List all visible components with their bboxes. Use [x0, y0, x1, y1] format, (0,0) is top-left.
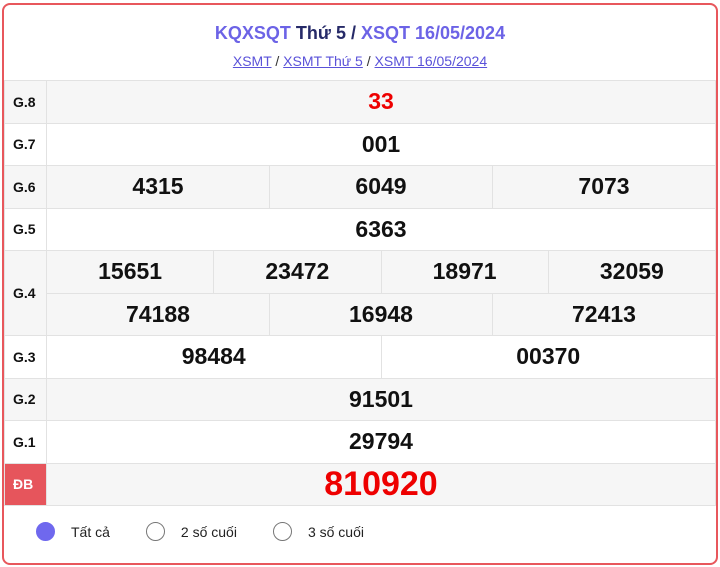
row-g3: G.3 98484 00370 [4, 335, 716, 379]
crumb-xsmt-thu5[interactable]: XSMT Thứ 5 [283, 53, 363, 69]
prize-number: 00370 [380, 335, 716, 379]
prize-number: 16948 [269, 292, 493, 336]
breadcrumb: XSMT / XSMT Thứ 5 / XSMT 16/05/2024 [4, 53, 716, 69]
separator: / [275, 53, 280, 69]
filter-label: 2 số cuối [180, 523, 237, 540]
results-table: G.8 33 G.7 001 G.6 4315 6049 7073 G.5 6363 G.4… [4, 80, 716, 506]
row-g5: G.5 6363 [4, 207, 716, 251]
filter-label: Tất cả [71, 523, 110, 540]
prize-number: 32059 [547, 250, 716, 294]
prize-number: 4315 [46, 165, 270, 209]
prize-label: G.5 [4, 207, 47, 251]
prize-number: 6049 [269, 165, 493, 209]
row-g1: G.1 29794 [4, 420, 716, 464]
prize-label: ĐB [4, 462, 47, 506]
filter-last-3[interactable]: 3 số cuối [272, 522, 364, 541]
header: KQXSQT Thứ 5 / XSQT 16/05/2024 XSMT / XS… [4, 5, 716, 80]
prize-number: 98484 [46, 335, 382, 379]
radio-icon[interactable] [145, 522, 165, 541]
radio-icon[interactable] [272, 522, 292, 541]
prize-number: 7073 [492, 165, 716, 209]
prize-number: 6363 [46, 207, 716, 251]
prize-number: 18971 [380, 250, 549, 294]
filter-last-2[interactable]: 2 số cuối [145, 522, 237, 541]
row-g8: G.8 33 [4, 80, 716, 124]
title-lottery: KQXSQT [214, 23, 291, 43]
prize-label: G.2 [4, 377, 47, 421]
page-title: KQXSQT Thứ 5 / XSQT 16/05/2024 [4, 23, 716, 44]
prize-label: G.4 [4, 250, 47, 336]
filter-label: 3 số cuối [307, 523, 364, 540]
title-day: Thứ 5 / [295, 23, 356, 43]
prize-label: G.1 [4, 420, 47, 464]
row-g2: G.2 91501 [4, 377, 716, 421]
prize-label: G.6 [4, 165, 47, 209]
row-special: ĐB 810920 [4, 462, 716, 506]
prize-number: 15651 [45, 250, 215, 294]
radio-selected-icon[interactable] [36, 522, 55, 541]
prize-number: 001 [46, 122, 716, 166]
prize-label: G.7 [4, 122, 47, 166]
prize-number: 91501 [46, 377, 716, 421]
digit-filter: Tất cả 2 số cuối 3 số cuối [4, 506, 716, 541]
row-g6: G.6 4315 6049 7073 [4, 165, 716, 209]
row-g4b: 74188 16948 72413 [5, 292, 716, 336]
row-g7: G.7 001 [4, 122, 716, 166]
prize-number: 23472 [213, 250, 382, 294]
prize-label: G.3 [4, 335, 47, 379]
prize-number: 29794 [46, 420, 716, 464]
prize-number: 72413 [492, 292, 716, 336]
filter-all[interactable]: Tất cả [36, 522, 110, 541]
crumb-xsmt-date[interactable]: XSMT 16/05/2024 [374, 53, 488, 69]
row-g4: G.4 15651 23472 18971 32059 [4, 250, 716, 336]
prize-number: 74188 [46, 292, 270, 336]
special-prize-number: 810920 [46, 462, 716, 506]
crumb-xsmt[interactable]: XSMT [232, 53, 272, 69]
separator: / [366, 53, 371, 69]
results-card: KQXSQT Thứ 5 / XSQT 16/05/2024 XSMT / XS… [2, 3, 718, 565]
title-date: XSQT 16/05/2024 [360, 23, 506, 43]
prize-number: 33 [46, 80, 716, 124]
prize-label: G.8 [4, 80, 47, 124]
